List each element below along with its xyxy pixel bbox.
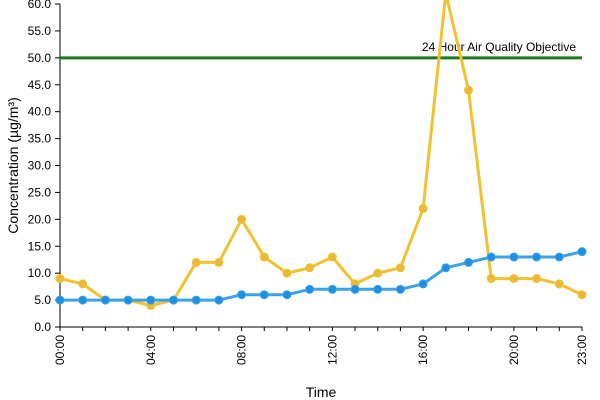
data-point <box>237 214 247 224</box>
data-point <box>577 290 587 300</box>
y-tick-label: 40.0 <box>28 105 52 119</box>
y-tick-label: 15.0 <box>28 239 52 253</box>
data-point <box>577 247 587 257</box>
data-point <box>100 295 110 305</box>
reference-line-group: 24 Hour Air Quality Objective <box>60 40 582 60</box>
data-point <box>191 295 201 305</box>
data-point <box>123 295 133 305</box>
data-point <box>441 263 451 273</box>
x-axis-title: Time <box>306 384 337 400</box>
data-point <box>418 279 428 289</box>
data-point <box>305 263 315 273</box>
y-tick-label: 20.0 <box>28 212 52 226</box>
series-group <box>55 0 587 310</box>
x-tick-label: 20:00 <box>507 335 521 365</box>
y-tick-label: 30.0 <box>28 159 52 173</box>
data-point <box>509 252 519 262</box>
x-tick-label: 12:00 <box>325 335 339 365</box>
data-point <box>395 284 405 294</box>
data-point <box>191 257 201 267</box>
data-point <box>327 284 337 294</box>
data-point <box>305 284 315 294</box>
data-point <box>259 290 269 300</box>
y-axis-title: Concentration (µg/m³) <box>5 97 21 233</box>
x-tick-label: 16:00 <box>416 335 430 365</box>
y-tick-label: 60.0 <box>28 0 52 11</box>
data-point <box>486 274 496 284</box>
x-tick-label: 04:00 <box>144 335 158 365</box>
series-2 <box>55 247 587 305</box>
data-point <box>282 268 292 278</box>
data-point <box>350 284 360 294</box>
data-point <box>554 279 564 289</box>
data-point <box>55 274 65 284</box>
y-tick-label: 10.0 <box>28 266 52 280</box>
data-point <box>532 252 542 262</box>
x-tick-label: 08:00 <box>235 335 249 365</box>
data-point <box>418 204 428 214</box>
data-point <box>282 290 292 300</box>
data-point <box>373 268 383 278</box>
y-tick-label: 25.0 <box>28 185 52 199</box>
reference-line-label: 24 Hour Air Quality Objective <box>422 40 576 54</box>
x-tick-label: 23:00 <box>575 335 589 365</box>
data-point <box>259 252 269 262</box>
data-point <box>373 284 383 294</box>
tick-labels: 0.0 5.0 10.0 15.0 20.0 25.0 30.0 35.0 40.0 45.0 50… <box>28 0 589 365</box>
y-tick-label: 5.0 <box>34 293 51 307</box>
data-point <box>327 252 337 262</box>
data-point <box>532 274 542 284</box>
data-point <box>395 263 405 273</box>
y-tick-label: 45.0 <box>28 78 52 92</box>
x-tick-label: 00:00 <box>53 335 67 365</box>
axes <box>55 3 583 331</box>
data-point <box>237 290 247 300</box>
y-tick-label: 55.0 <box>28 24 52 38</box>
data-point <box>214 257 224 267</box>
data-point <box>78 295 88 305</box>
y-tick-label: 0.0 <box>34 320 51 334</box>
data-point <box>168 295 178 305</box>
y-tick-label: 50.0 <box>28 51 52 65</box>
data-point <box>464 85 474 95</box>
data-point <box>214 295 224 305</box>
data-point <box>509 274 519 284</box>
data-point <box>486 252 496 262</box>
data-point <box>464 257 474 267</box>
data-point <box>55 295 65 305</box>
series-line <box>60 250 583 302</box>
y-tick-label: 35.0 <box>28 132 52 146</box>
data-point <box>554 252 564 262</box>
data-point <box>146 295 156 305</box>
data-point <box>78 279 88 289</box>
